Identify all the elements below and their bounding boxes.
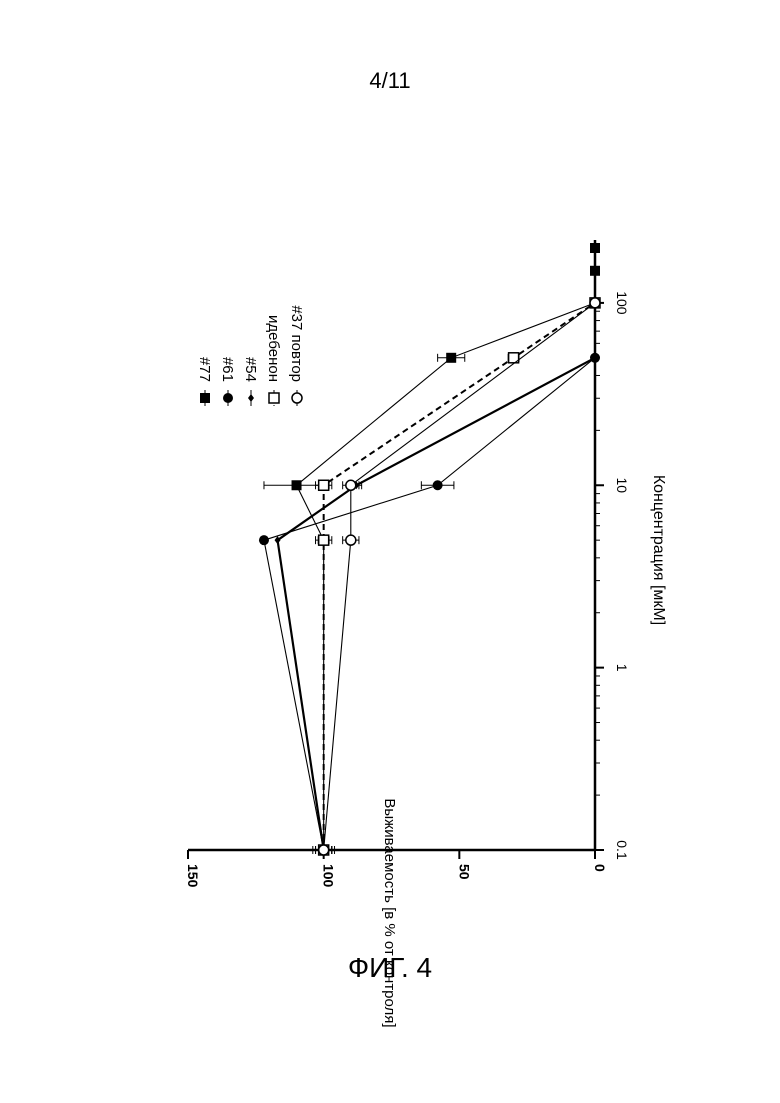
series-2-line	[278, 358, 595, 850]
series-0-line	[297, 248, 595, 850]
series-3-point	[319, 480, 329, 490]
y-tick-label: 100	[321, 864, 337, 888]
series-4-point	[346, 480, 356, 490]
x-tick-label: 1	[614, 664, 630, 672]
series-0-point	[590, 266, 600, 276]
series-0-point	[446, 353, 456, 363]
series-1-point	[433, 480, 443, 490]
series-4-point	[590, 298, 600, 308]
x-tick-label: 100	[614, 291, 630, 315]
legend-0-label: #77	[196, 357, 213, 382]
legend-0-marker	[200, 393, 210, 403]
legend-1-label: #61	[219, 357, 236, 382]
x-tick-label: 0.1	[614, 840, 630, 860]
series-3-line	[324, 303, 595, 850]
series-4-point	[346, 535, 356, 545]
series-0-point	[292, 480, 302, 490]
legend-1-marker	[223, 393, 233, 403]
legend-2-label: #54	[242, 357, 259, 382]
x-axis-title: Концентрация [мкМ]	[650, 475, 667, 625]
plot-area: 0.1 1 10 100 0 50 100 150 Концентрация [мкМ] Выжи…	[185, 240, 667, 1028]
y-tick-label: 150	[185, 864, 201, 888]
y-tick-label: 0	[592, 864, 608, 872]
series-4-point	[319, 845, 329, 855]
y-axis-title: Выживаемость [в % от контроля]	[381, 798, 398, 1027]
series-3-point	[319, 535, 329, 545]
legend-3-marker	[269, 393, 279, 403]
legend-2-marker	[248, 394, 254, 402]
series-0-point	[590, 243, 600, 253]
series-1-point	[259, 535, 269, 545]
legend-3-label: идебенон	[265, 315, 282, 382]
figure-caption: ФИГ. 4	[0, 952, 780, 984]
series-4-line	[324, 303, 595, 850]
legend-4-label: #37 повтор	[288, 305, 305, 382]
legend-4-marker	[292, 393, 302, 403]
x-tick-label: 10	[614, 477, 630, 493]
y-tick-label: 50	[456, 864, 472, 880]
